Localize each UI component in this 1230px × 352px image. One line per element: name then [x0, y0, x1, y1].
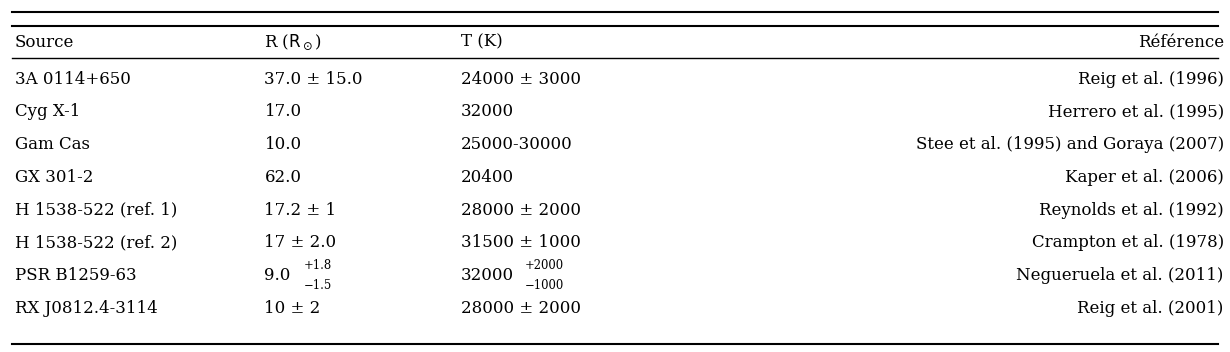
- Text: Cyg X-1: Cyg X-1: [15, 103, 80, 120]
- Text: 17.0: 17.0: [264, 103, 301, 120]
- Text: GX 301-2: GX 301-2: [15, 169, 93, 186]
- Text: Référence: Référence: [1138, 34, 1224, 51]
- Text: 32000: 32000: [461, 103, 514, 120]
- Text: Gam Cas: Gam Cas: [15, 136, 90, 153]
- Text: Kaper et al. (2006): Kaper et al. (2006): [1065, 169, 1224, 186]
- Text: 28000 ± 2000: 28000 ± 2000: [461, 300, 582, 317]
- Text: +1.8: +1.8: [304, 259, 332, 272]
- Text: −1000: −1000: [525, 279, 565, 292]
- Text: PSR B1259-63: PSR B1259-63: [15, 267, 137, 284]
- Text: Crampton et al. (1978): Crampton et al. (1978): [1032, 234, 1224, 251]
- Text: Negueruela et al. (2011): Negueruela et al. (2011): [1016, 267, 1224, 284]
- Text: 24000 ± 3000: 24000 ± 3000: [461, 71, 582, 88]
- Text: +2000: +2000: [525, 259, 565, 272]
- Text: 17.2 ± 1: 17.2 ± 1: [264, 202, 337, 219]
- Text: 62.0: 62.0: [264, 169, 301, 186]
- Text: Reynolds et al. (1992): Reynolds et al. (1992): [1039, 202, 1224, 219]
- Text: 32000: 32000: [461, 267, 514, 284]
- Text: 10.0: 10.0: [264, 136, 301, 153]
- Text: −1.5: −1.5: [304, 279, 332, 292]
- Text: Source: Source: [15, 34, 74, 51]
- Text: Reig et al. (1996): Reig et al. (1996): [1077, 71, 1224, 88]
- Text: 10 ± 2: 10 ± 2: [264, 300, 321, 317]
- Text: Herrero et al. (1995): Herrero et al. (1995): [1048, 103, 1224, 120]
- Text: 3A 0114+650: 3A 0114+650: [15, 71, 130, 88]
- Text: 20400: 20400: [461, 169, 514, 186]
- Text: Stee et al. (1995) and Goraya (2007): Stee et al. (1995) and Goraya (2007): [915, 136, 1224, 153]
- Text: RX J0812.4-3114: RX J0812.4-3114: [15, 300, 157, 317]
- Text: 37.0 ± 15.0: 37.0 ± 15.0: [264, 71, 363, 88]
- Text: T (K): T (K): [461, 34, 503, 51]
- Text: H 1538-522 (ref. 1): H 1538-522 (ref. 1): [15, 202, 177, 219]
- Text: 28000 ± 2000: 28000 ± 2000: [461, 202, 582, 219]
- Text: H 1538-522 (ref. 2): H 1538-522 (ref. 2): [15, 234, 177, 251]
- Text: R ($\mathrm{R}_\odot$): R ($\mathrm{R}_\odot$): [264, 33, 322, 52]
- Text: 25000-30000: 25000-30000: [461, 136, 573, 153]
- Text: Reig et al. (2001): Reig et al. (2001): [1077, 300, 1224, 317]
- Text: 9.0: 9.0: [264, 267, 290, 284]
- Text: 31500 ± 1000: 31500 ± 1000: [461, 234, 581, 251]
- Text: 17 ± 2.0: 17 ± 2.0: [264, 234, 337, 251]
